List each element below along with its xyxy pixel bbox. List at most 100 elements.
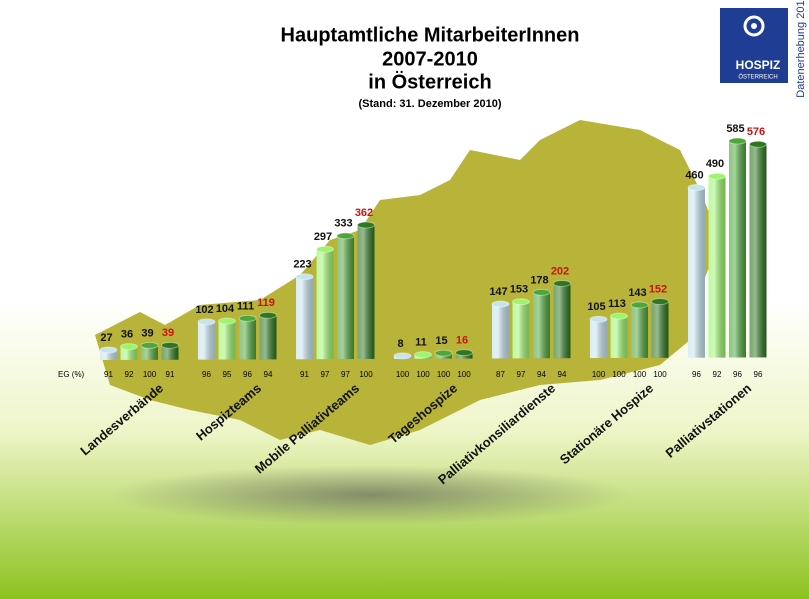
value-label: 15 bbox=[435, 335, 447, 347]
value-label: 8 bbox=[397, 338, 403, 350]
eg-value: 96 bbox=[692, 370, 701, 379]
bar-shine bbox=[141, 345, 158, 360]
bar-top bbox=[316, 245, 334, 253]
bar-shine bbox=[729, 141, 746, 358]
title-line: Hauptamtliche MitarbeiterInnen bbox=[281, 24, 580, 46]
bar-top bbox=[120, 343, 138, 351]
bar-shine bbox=[161, 345, 179, 360]
value-label: 178 bbox=[530, 274, 548, 286]
bar-shine bbox=[512, 301, 530, 359]
title-line: in Österreich bbox=[368, 70, 491, 93]
eg-value: 95 bbox=[223, 370, 232, 379]
eg-value: 100 bbox=[653, 370, 667, 379]
bar-shine bbox=[100, 350, 117, 360]
bar-top bbox=[336, 232, 355, 240]
bar-top bbox=[295, 273, 314, 281]
eg-value: 94 bbox=[558, 370, 567, 379]
bar-top bbox=[491, 300, 510, 308]
value-label: 152 bbox=[649, 283, 667, 295]
logo-subtext: ÖSTERREICH bbox=[738, 74, 777, 81]
value-label: 113 bbox=[608, 298, 626, 310]
bar-top bbox=[99, 346, 118, 354]
bar-top bbox=[749, 140, 767, 148]
bar-top bbox=[630, 301, 649, 309]
eg-value: 100 bbox=[396, 370, 410, 379]
bar-top bbox=[238, 314, 257, 322]
bar-top bbox=[393, 352, 412, 360]
bar-top bbox=[532, 288, 551, 296]
eg-value: 100 bbox=[633, 370, 647, 379]
eg-value: 96 bbox=[733, 370, 742, 379]
bar-top bbox=[455, 349, 473, 357]
value-label: 143 bbox=[628, 287, 646, 299]
bar-shine bbox=[198, 321, 215, 360]
value-label: 119 bbox=[257, 297, 275, 309]
value-label: 111 bbox=[237, 300, 254, 312]
eg-value: 94 bbox=[537, 370, 546, 379]
value-label: 202 bbox=[551, 265, 569, 277]
eg-value: 91 bbox=[166, 370, 175, 379]
bar-shine bbox=[239, 318, 256, 360]
eg-value: 96 bbox=[243, 370, 252, 379]
eg-value: 100 bbox=[416, 370, 430, 379]
bar-shine bbox=[337, 235, 354, 360]
eg-value: 87 bbox=[496, 370, 505, 379]
eg-value: 97 bbox=[341, 370, 350, 379]
bar-shine bbox=[316, 249, 334, 360]
bar-shine bbox=[296, 276, 313, 360]
bar-top bbox=[708, 172, 726, 180]
value-label: 460 bbox=[685, 169, 703, 181]
logo-eye bbox=[743, 15, 765, 37]
bar-shine bbox=[651, 301, 669, 358]
eg-value: 91 bbox=[104, 370, 113, 379]
bar-top bbox=[553, 279, 571, 287]
eg-value: 100 bbox=[437, 370, 451, 379]
eg-value: 92 bbox=[125, 370, 134, 379]
bar-shine bbox=[610, 316, 628, 358]
bar-top bbox=[161, 341, 179, 349]
side-note: Datenerhebung 2010 bbox=[795, 0, 807, 98]
title-line: 2007-2010 bbox=[382, 48, 478, 70]
logo bbox=[720, 8, 788, 83]
eg-value: 100 bbox=[592, 370, 606, 379]
eg-value: 97 bbox=[321, 370, 330, 379]
bar-shine bbox=[553, 283, 571, 359]
bar-shine bbox=[218, 321, 236, 360]
subtitle: (Stand: 31. Dezember 2010) bbox=[358, 98, 501, 110]
value-label: 16 bbox=[456, 335, 468, 347]
bar-top bbox=[512, 298, 530, 306]
bar-top bbox=[728, 137, 747, 145]
bar-top bbox=[259, 311, 277, 319]
bar-shine bbox=[631, 304, 648, 358]
bar-top bbox=[434, 349, 453, 357]
bar-top bbox=[651, 298, 669, 306]
value-label: 333 bbox=[334, 218, 352, 230]
bar-shine bbox=[492, 304, 509, 359]
eg-value: 96 bbox=[754, 370, 763, 379]
value-label: 11 bbox=[415, 337, 427, 349]
value-label: 223 bbox=[293, 259, 311, 271]
eg-value: 97 bbox=[517, 370, 526, 379]
bar-top bbox=[610, 312, 628, 320]
value-label: 104 bbox=[216, 303, 235, 315]
value-label: 362 bbox=[355, 207, 373, 219]
bar-top bbox=[140, 341, 159, 349]
eg-value: 92 bbox=[713, 370, 722, 379]
eg-value: 91 bbox=[300, 370, 309, 379]
value-label: 297 bbox=[314, 231, 332, 243]
bar-top bbox=[687, 183, 706, 191]
bar-top bbox=[357, 221, 375, 229]
bar-shine bbox=[749, 144, 767, 358]
value-label: 585 bbox=[726, 123, 744, 135]
bar-shine bbox=[357, 225, 375, 359]
logo-pupil bbox=[751, 23, 757, 29]
eg-label: EG (%) bbox=[58, 370, 85, 379]
eg-value: 94 bbox=[264, 370, 273, 379]
austria-map bbox=[95, 120, 720, 445]
bar-top bbox=[414, 351, 432, 359]
bar-shine bbox=[688, 187, 705, 358]
bar-top bbox=[197, 318, 216, 326]
value-label: 39 bbox=[141, 327, 153, 339]
value-label: 153 bbox=[510, 284, 528, 296]
